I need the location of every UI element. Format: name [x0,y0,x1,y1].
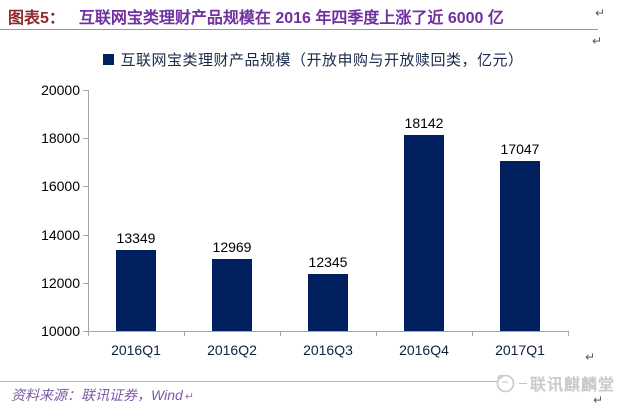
y-axis-label: 20000 [41,82,80,98]
x-axis-label: 2016Q2 [207,342,257,358]
figure-number-label: 图表5： [8,10,65,27]
y-axis-tick [83,235,88,236]
x-axis-tick [184,331,185,336]
paragraph-mark-icon: ↵ [593,393,604,407]
paragraph-mark-icon: ↵ [595,6,606,20]
y-axis-line [88,90,89,332]
y-axis-label: 18000 [41,130,80,146]
y-axis-label: 12000 [41,275,80,291]
x-axis-line [88,331,568,332]
brand-name: 联讯麒麟堂 [530,377,616,394]
source-text: 资料来源：联讯证券，Wind [11,387,183,403]
legend-label: 互联网宝类理财产品规模（开放申购与开放赎回类，亿元） [120,52,524,69]
y-axis-tick [83,138,88,139]
footer-divider [0,381,497,382]
x-axis-label: 2016Q1 [111,342,161,358]
x-axis-label: 2016Q3 [303,342,353,358]
x-axis-tick [568,331,569,336]
caption-divider [0,29,598,30]
data-label: 17047 [500,141,540,157]
x-axis-label: 2016Q4 [399,342,449,358]
bar-2016Q4 [404,135,444,331]
legend-marker-icon [103,54,115,65]
y-axis-tick [83,283,88,284]
brand-watermark: 联讯麒麟堂 [494,371,615,395]
paragraph-mark-icon: ↵ [592,34,603,48]
y-axis-label: 10000 [41,323,80,339]
x-axis-tick [280,331,281,336]
brand-dash [519,382,527,384]
y-axis-tick [83,90,88,91]
figure-title: 互联网宝类理财产品规模在 2016 年四季度上涨了近 6000 亿 [78,10,504,27]
x-axis-tick [88,331,89,336]
data-label: 12345 [308,254,348,270]
bar-2016Q3 [308,274,348,331]
paragraph-mark-icon: ↵ [184,391,194,403]
data-label: 18142 [404,115,444,131]
data-label: 13349 [116,230,156,246]
x-axis-label: 2017Q1 [495,342,545,358]
source-note: 资料来源：联讯证券，Wind ↵ [11,385,194,405]
bar-2016Q2 [212,259,252,331]
y-axis-tick [83,331,88,332]
y-axis-tick [83,186,88,187]
y-axis-label: 16000 [41,178,80,194]
chart-legend: 互联网宝类理财产品规模（开放申购与开放赎回类，亿元） [0,49,627,70]
y-axis-label: 14000 [41,227,80,243]
paragraph-mark-icon: ↵ [585,350,596,364]
qilin-logo-icon [496,374,515,393]
data-label: 12969 [212,239,252,255]
figure-caption: 图表5： 互联网宝类理财产品规模在 2016 年四季度上涨了近 6000 亿 [8,4,598,28]
x-axis-tick [472,331,473,336]
bar-2016Q1 [116,250,156,331]
bar-2017Q1 [500,161,540,331]
x-axis-tick [376,331,377,336]
